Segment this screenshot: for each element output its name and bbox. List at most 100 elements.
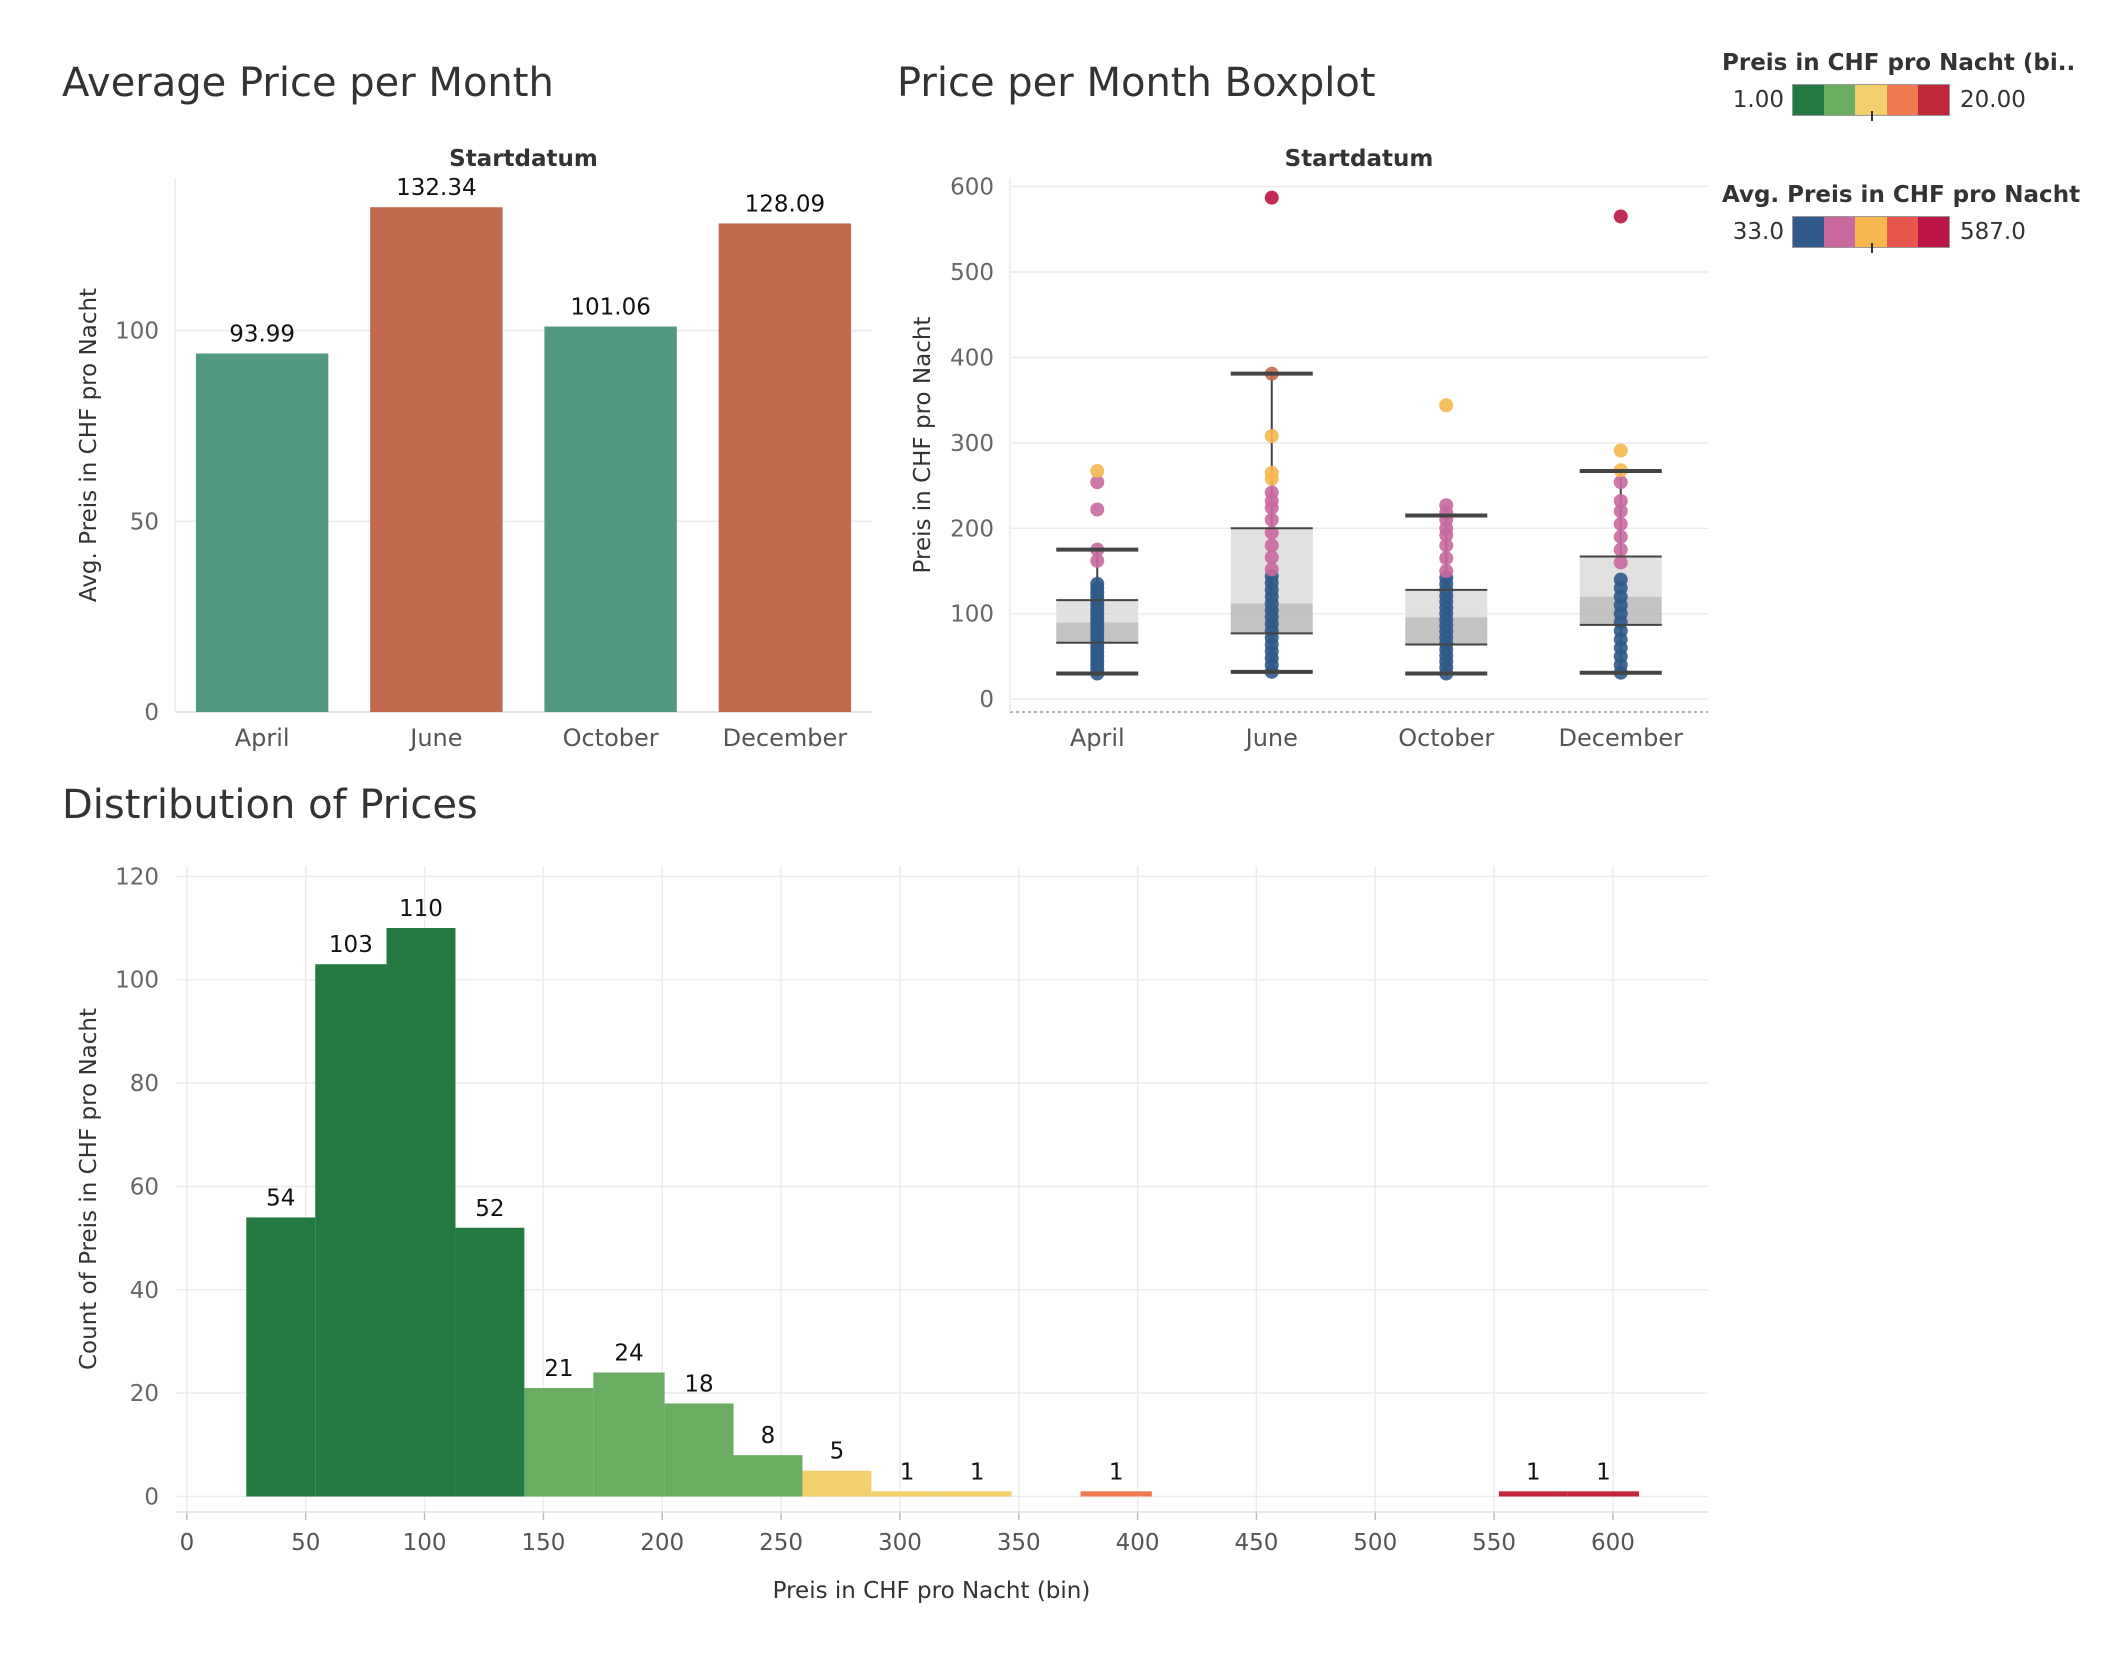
box-point [1264, 512, 1279, 527]
dist-xtick-label: 100 [403, 1530, 447, 1556]
avg-value-label: 132.34 [396, 175, 476, 201]
avg-ytick-label: 50 [130, 509, 159, 535]
box-ytick-label: 100 [950, 602, 994, 628]
avg-ytick-label: 100 [115, 319, 159, 345]
avg-xtick-label: June [408, 724, 462, 752]
dist-bin-label: 8 [761, 1423, 776, 1449]
box-ytick-label: 600 [950, 175, 994, 201]
dist-xtick-label: 450 [1234, 1530, 1278, 1556]
box-header: Startdatum [1285, 146, 1434, 172]
boxplot-title: Price per Month Boxplot [897, 60, 1376, 106]
box-ytick-label: 400 [950, 345, 994, 371]
dist-bin-bar [246, 1217, 316, 1497]
avg-value-label: 128.09 [745, 191, 825, 217]
dist-bin-label: 103 [329, 932, 373, 958]
dist-xtick-label: 300 [878, 1530, 922, 1556]
box-point [1264, 190, 1279, 205]
dist-bin-bar [386, 928, 456, 1497]
box-point [1439, 538, 1454, 553]
dist-xtick-label: 500 [1353, 1530, 1397, 1556]
legend-swatch [1917, 85, 1950, 115]
dist-xtick-label: 400 [1116, 1530, 1160, 1556]
box-ytick-label: 300 [950, 431, 994, 457]
box-point [1264, 429, 1279, 444]
dist-bin-label: 18 [684, 1371, 713, 1397]
legend-bin-color: Preis in CHF pro Nacht (bi.. 1.00 20.00 [1722, 50, 2075, 121]
legend-swatch [1886, 217, 1918, 247]
dist-bin-bar [524, 1387, 594, 1497]
dist-bin-label: 1 [1109, 1459, 1124, 1485]
dist-bin-bar [1498, 1491, 1568, 1497]
dist-bin-label: 52 [475, 1196, 504, 1222]
box-point [1613, 443, 1628, 458]
avg-xtick-label: April [235, 724, 290, 752]
box-point [1090, 475, 1105, 490]
avg-bar-april [195, 353, 329, 712]
box-point [1613, 517, 1628, 532]
dist-bin-label: 1 [1526, 1459, 1541, 1485]
legend-swatch [1793, 217, 1825, 247]
box-point [1439, 551, 1454, 566]
dist-bin-label: 54 [266, 1185, 295, 1211]
dist-bin-label: 5 [830, 1439, 845, 1465]
dist-bin-bar [1567, 1491, 1640, 1497]
box-point [1264, 562, 1279, 577]
box-point [1264, 485, 1279, 500]
dist-ylabel: Count of Preis in CHF pro Nacht [76, 1008, 102, 1370]
avg-bar-october [544, 326, 677, 712]
box-ylabel: Preis in CHF pro Nacht [910, 317, 936, 574]
avg-price-title: Average Price per Month [62, 60, 554, 106]
dist-xtick-label: 50 [291, 1530, 320, 1556]
dist-ytick-label: 40 [130, 1278, 159, 1304]
legend-swatch [1886, 85, 1918, 115]
distribution-title: Distribution of Prices [62, 782, 478, 828]
dist-bin-bar [871, 1491, 943, 1497]
box-point [1439, 398, 1454, 413]
box-point [1090, 464, 1105, 479]
dist-bin-bar [802, 1470, 872, 1497]
dist-bin-bar [733, 1455, 803, 1497]
avg-bar-june [370, 207, 503, 713]
box-ytick-label: 0 [979, 687, 994, 713]
dist-xtick-label: 200 [640, 1530, 684, 1556]
dist-bin-bar [593, 1372, 665, 1497]
box-point [1613, 504, 1628, 519]
dist-ytick-label: 60 [130, 1174, 159, 1200]
dist-xlabel: Preis in CHF pro Nacht (bin) [773, 1578, 1091, 1604]
avg-header: Startdatum [449, 146, 598, 172]
dist-bin-bar [664, 1403, 734, 1497]
legend-avg-min: 33.0 [1732, 219, 1784, 245]
box-xtick-label: December [1559, 724, 1684, 752]
legend-swatch [1824, 85, 1856, 115]
dist-bin-label: 1 [900, 1459, 915, 1485]
avg-ytick-label: 0 [144, 700, 159, 726]
dist-bin-label: 1 [970, 1459, 985, 1485]
avg-xtick-label: December [723, 724, 848, 752]
dist-ytick-label: 0 [144, 1484, 159, 1510]
box-point [1439, 564, 1454, 579]
legend-bin-min: 1.00 [1732, 87, 1784, 113]
box-point [1090, 553, 1105, 568]
dist-bin-label: 1 [1596, 1459, 1611, 1485]
avg-value-label: 93.99 [229, 321, 295, 347]
dist-ytick-label: 120 [115, 864, 159, 890]
avg-ylabel: Avg. Preis in CHF pro Nacht [76, 288, 102, 602]
dist-ytick-label: 100 [115, 968, 159, 994]
box-point [1613, 572, 1628, 587]
box-point [1613, 493, 1628, 508]
box-ytick-label: 200 [950, 516, 994, 542]
box-point [1613, 529, 1628, 544]
dist-bin-bar [455, 1227, 525, 1497]
dist-xtick-label: 0 [180, 1530, 195, 1556]
dist-xtick-label: 250 [759, 1530, 803, 1556]
legend-swatch [1855, 217, 1887, 247]
box-xtick-label: June [1244, 724, 1298, 752]
box-point [1090, 576, 1105, 591]
legend-swatch [1855, 85, 1887, 115]
dist-ytick-label: 20 [130, 1381, 159, 1407]
box-xtick-label: October [1398, 724, 1494, 752]
dist-ytick-label: 80 [130, 1071, 159, 1097]
dist-bin-bar [315, 964, 387, 1497]
legend-avg-color: Avg. Preis in CHF pro Nacht 33.0 587.0 [1722, 182, 2080, 253]
